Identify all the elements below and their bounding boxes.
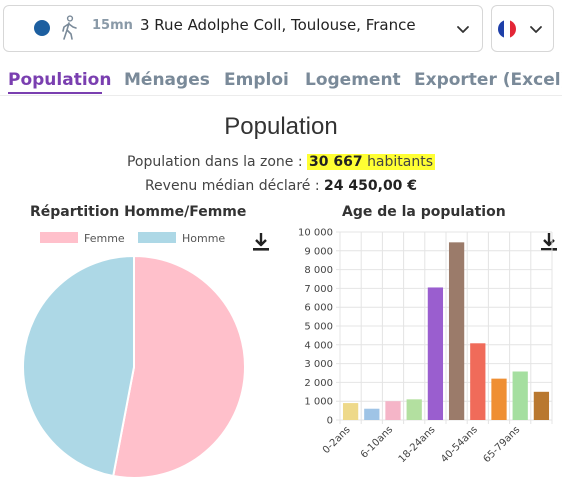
income-label: Revenu médian déclaré : [144,178,325,194]
legend-item-femme[interactable]: Femme [40,232,125,245]
age-bar-chart: 0 1 000 2 000 3 000 4 000 5 000 6 000 7 000 8 00… [298,228,553,465]
tab-menages[interactable]: Ménages [124,70,210,90]
pie-slice-homme[interactable] [22,254,135,478]
bar-40-54ans[interactable] [470,343,486,420]
y-tick-label: 4 000 [304,340,333,351]
x-tick-label: 18-24ans [397,424,438,465]
x-tick-label: 65-79ans [481,424,522,465]
tab-exporter-excel[interactable]: Exporter (Excel) [414,70,562,90]
bar-65-79ans[interactable] [512,371,528,420]
x-tick-label: 6-10ans [359,424,395,460]
population-value-highlight: 30 667 habitants [307,154,436,170]
legend-label-femme: Femme [84,232,125,245]
population-summary: Population dans la zone : 30 667 habitan… [0,154,562,170]
location-bar: 15mn 3 Rue Adolphe Coll, Toulouse, Franc… [0,0,562,62]
pie-chart-title: Répartition Homme/Femme [30,204,247,220]
y-tick-label: 9 000 [304,246,333,257]
population-value: 30 667 [309,154,363,170]
y-tick-label: 5 000 [304,322,333,333]
chevron-down-icon[interactable] [456,25,470,35]
population-label: Population dans la zone : [126,154,308,170]
location-dot-icon [34,20,50,36]
y-tick-label: 7 000 [304,284,333,295]
bar-25-39ans[interactable] [448,242,465,420]
y-tick-label: 10 000 [298,228,333,239]
income-value: 24 450,00 € [324,178,418,194]
y-tick-label: 2 000 [304,378,333,389]
tab-emploi[interactable]: Emploi [224,70,289,90]
bar-chart-title: Age de la population [342,204,506,220]
income-summary: Revenu médian déclaré : 24 450,00 € [0,178,562,194]
legend-swatch-homme [138,232,176,243]
legend-swatch-femme [40,232,78,243]
active-tab-indicator [8,92,102,94]
legend-label-homme: Homme [182,232,226,245]
y-tick-label: 0 [327,416,333,427]
bar-55-64ans[interactable] [491,378,507,420]
travel-time: 15mn [92,18,133,33]
language-selector[interactable] [491,5,554,52]
y-tick-label: 8 000 [304,265,333,276]
address-selector[interactable]: 15mn 3 Rue Adolphe Coll, Toulouse, Franc… [3,5,483,52]
tab-logement[interactable]: Logement [305,70,401,90]
walking-person-icon [62,15,77,40]
y-tick-label: 1 000 [304,397,333,408]
bar-3-5ans[interactable] [364,408,380,420]
divider [0,95,562,96]
bar-80+ans[interactable] [533,391,550,420]
page-title: Population [224,113,338,140]
x-tick-label: 0-2ans [321,424,353,456]
bar-18-24ans[interactable] [427,287,444,420]
bar-11-17ans[interactable] [406,399,422,420]
pie-slice-femme[interactable] [112,254,246,479]
y-tick-label: 6 000 [304,303,333,314]
bar-0-2ans[interactable] [342,403,359,420]
tab-bar: Population Ménages Emploi Logement Expor… [0,64,562,96]
gender-pie-chart [22,254,246,479]
address-text: 3 Rue Adolphe Coll, Toulouse, France [140,16,416,34]
french-flag-icon [498,20,516,38]
population-unit: habitants [367,154,434,170]
tab-population[interactable]: Population [8,70,112,90]
bar-6-10ans[interactable] [385,401,401,420]
y-tick-label: 3 000 [304,359,333,370]
legend-item-homme[interactable]: Homme [138,232,225,245]
chevron-down-icon [530,26,542,33]
x-tick-label: 40-54ans [439,424,480,465]
download-icon[interactable] [252,232,270,252]
